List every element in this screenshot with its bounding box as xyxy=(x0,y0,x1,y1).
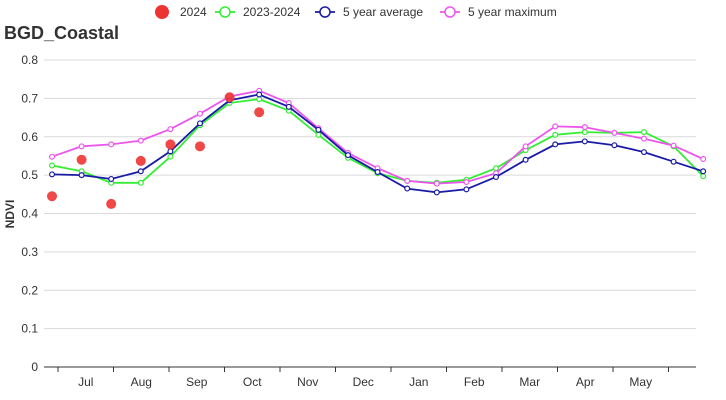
data-point xyxy=(404,185,411,192)
data-point xyxy=(197,110,204,117)
x-tick-label: Feb xyxy=(464,375,485,389)
legend-item: 5 year average xyxy=(315,5,423,19)
data-point xyxy=(78,143,85,150)
x-tick-label: Jan xyxy=(409,375,428,389)
data-point xyxy=(345,152,352,159)
x-tick-label: Oct xyxy=(243,375,262,389)
y-tick-label: 0.8 xyxy=(21,53,38,67)
data-point xyxy=(374,169,381,176)
series-layer xyxy=(47,87,707,209)
y-axis-label: NDVI xyxy=(3,200,17,229)
legend-marker xyxy=(319,6,331,18)
data-point xyxy=(48,171,55,178)
x-tick-label: Mar xyxy=(519,375,540,389)
data-point xyxy=(135,155,146,166)
data-point xyxy=(195,141,205,152)
x-tick-label: Nov xyxy=(297,375,318,389)
x-tick-label: Dec xyxy=(353,375,374,389)
x-tick-label: Aug xyxy=(131,375,152,389)
data-point xyxy=(78,172,85,179)
series-line xyxy=(51,93,704,194)
data-point xyxy=(670,158,677,165)
data-point xyxy=(167,126,174,133)
y-tick-label: 0.2 xyxy=(21,283,38,297)
series-5-year-average xyxy=(48,91,707,196)
data-point xyxy=(463,179,470,186)
y-tick-label: 0.1 xyxy=(21,322,38,336)
legend: 2024 2023-2024 5 year average 5 year maximu… xyxy=(155,5,557,19)
data-point xyxy=(700,168,707,175)
data-point xyxy=(581,138,588,145)
data-point xyxy=(700,156,707,163)
y-tick-label: 0 xyxy=(31,360,38,374)
x-tick-label: May xyxy=(629,375,652,389)
data-point xyxy=(493,165,500,172)
data-point xyxy=(463,186,470,193)
y-tick-label: 0.3 xyxy=(21,245,38,259)
x-tick-label: Jul xyxy=(78,375,93,389)
data-point xyxy=(433,180,440,187)
data-point xyxy=(404,177,411,184)
data-point xyxy=(522,156,529,163)
y-tick-label: 0.7 xyxy=(21,91,38,105)
y-grid xyxy=(44,59,696,330)
data-point xyxy=(48,162,55,169)
data-point xyxy=(581,124,588,131)
data-point xyxy=(47,191,57,202)
data-point xyxy=(137,137,144,144)
data-point xyxy=(106,198,117,209)
data-point xyxy=(254,107,265,118)
legend-label: 5 year average xyxy=(343,5,423,19)
data-point xyxy=(285,103,292,110)
legend-marker xyxy=(219,6,231,18)
legend-label: 2024 xyxy=(180,5,207,19)
data-point xyxy=(552,123,559,130)
data-point xyxy=(137,179,144,186)
data-point xyxy=(640,149,647,156)
legend-label: 5 year maximum xyxy=(468,5,557,19)
data-point xyxy=(700,173,707,180)
data-point xyxy=(197,120,204,127)
data-point xyxy=(315,126,322,133)
data-point xyxy=(137,168,144,175)
data-point xyxy=(670,142,677,149)
data-point xyxy=(108,141,115,148)
legend-item: 2024 xyxy=(155,5,207,19)
y-tick-label: 0.4 xyxy=(21,207,38,221)
y-tick-label: 0.5 xyxy=(21,168,38,182)
data-point xyxy=(167,153,174,160)
data-point xyxy=(581,129,588,136)
data-point xyxy=(552,131,559,138)
legend-marker xyxy=(155,5,169,19)
legend-item: 2023-2024 xyxy=(215,5,301,19)
axes: 0 0.1 0.2 0.3 0.4 0.5 0.6 0.7 0.8 Jul Aug Sep Oct Nov… xyxy=(21,53,696,389)
data-point xyxy=(522,143,529,150)
data-point xyxy=(552,141,559,148)
x-tick-label: Sep xyxy=(186,375,208,389)
legend-item: 5 year maximum xyxy=(440,5,557,19)
data-point xyxy=(165,139,176,150)
data-point xyxy=(433,189,440,196)
data-point xyxy=(167,148,174,155)
legend-marker xyxy=(444,6,456,18)
data-point xyxy=(256,91,263,98)
data-point xyxy=(611,129,618,136)
data-point xyxy=(640,129,647,136)
chart-title: BGD_Coastal xyxy=(4,23,119,43)
data-point xyxy=(640,135,647,142)
data-point xyxy=(48,153,55,160)
data-point xyxy=(315,131,322,138)
x-tick-label: Apr xyxy=(576,375,595,389)
data-point xyxy=(76,154,87,165)
series-2024 xyxy=(47,92,265,209)
data-point xyxy=(611,142,618,149)
data-point xyxy=(224,92,235,103)
data-point xyxy=(493,174,500,181)
data-point xyxy=(108,175,115,182)
legend-label: 2023-2024 xyxy=(243,5,301,19)
y-tick-label: 0.6 xyxy=(21,130,38,144)
